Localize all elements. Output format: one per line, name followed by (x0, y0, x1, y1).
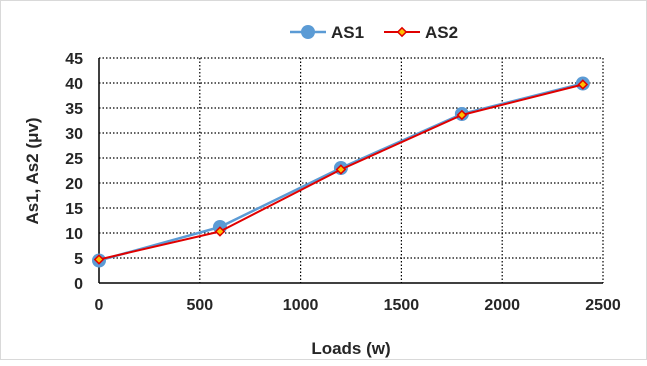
legend: AS1 AS2 (290, 23, 458, 42)
grid-lines (99, 57, 604, 283)
series-as2 (93, 79, 589, 265)
x-tick-label: 2500 (585, 297, 621, 314)
axes (98, 58, 603, 284)
x-tick-label: 500 (186, 297, 213, 314)
y-axis-label: As1, As2 (μv) (23, 117, 42, 224)
y-tick-label: 45 (65, 51, 83, 68)
x-tick-label: 0 (95, 297, 104, 314)
legend-marker (396, 26, 408, 38)
data-point (93, 254, 105, 265)
legend-label: AS2 (425, 23, 458, 42)
legend-item-as2: AS2 (384, 23, 458, 42)
y-tick-label: 40 (65, 76, 83, 93)
y-tick-label: 5 (74, 251, 83, 268)
data-point (456, 109, 468, 121)
data-point (335, 164, 347, 175)
y-tick-label: 35 (65, 101, 83, 118)
y-tick-label: 0 (74, 276, 83, 293)
legend-item-as1: AS1 (290, 23, 364, 42)
y-tick-label: 15 (65, 201, 83, 218)
y-tick-label: 25 (65, 151, 83, 168)
data-point (577, 79, 589, 90)
y-tick-label: 30 (65, 126, 83, 143)
y-tick-label: 20 (65, 176, 83, 193)
series-layer (92, 76, 590, 268)
y-tick-label: 10 (65, 226, 83, 243)
x-tick-label: 1500 (384, 297, 420, 314)
legend-label: AS1 (331, 23, 364, 42)
x-tick-label: 1000 (283, 297, 319, 314)
legend-marker (301, 25, 315, 39)
data-point (214, 226, 226, 237)
x-tick-label: 2000 (484, 297, 520, 314)
tick-labels: 0 5 10 15 20 25 30 35 40 45 0 500 1000 1500 2000 2500 (65, 51, 621, 314)
x-axis-label: Loads (w) (311, 339, 390, 358)
